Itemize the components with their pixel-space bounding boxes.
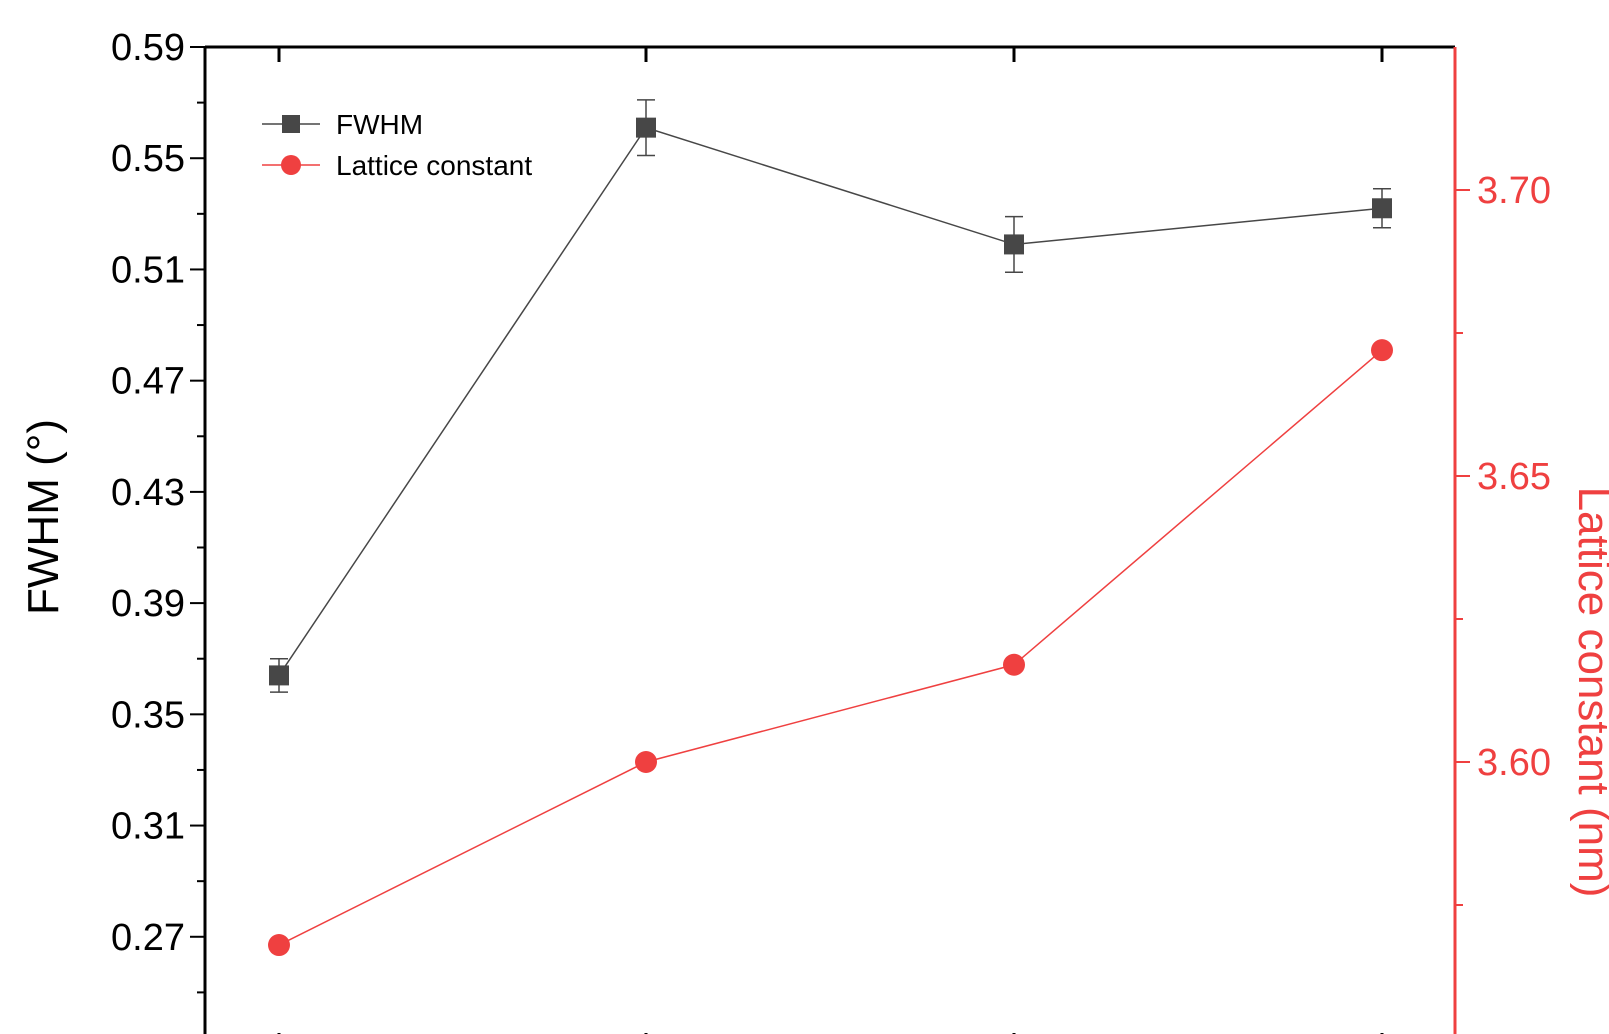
left-tick-label: 0.23	[111, 1028, 185, 1034]
right-tick-label: 3.65	[1477, 456, 1551, 498]
lattice-data-point	[268, 934, 290, 957]
left-tick-label: 0.31	[111, 806, 185, 848]
right-tick-label: 3.55	[1477, 1028, 1551, 1034]
legend: FWHM Lattice constant	[262, 109, 532, 181]
left-axis-title: FWHM (°)	[19, 419, 68, 615]
lattice-data-point	[1003, 653, 1025, 676]
left-tick-label: 0.35	[111, 694, 185, 736]
left-tick-label: 0.47	[111, 361, 185, 403]
series-layer	[268, 99, 1393, 957]
left-tick-label: 0.51	[111, 249, 185, 291]
right-tick-label: 3.70	[1477, 170, 1551, 212]
legend-lattice-marker	[281, 155, 301, 175]
series-line-lattice	[278, 349, 1383, 946]
fwhm-data-point	[1372, 198, 1392, 219]
fwhm-data-point	[269, 665, 289, 686]
plot-frame	[203, 45, 1457, 1034]
left-y-axis: 0.59 0.55 0.51 0.47 0.43 0.39 0.35 0.31 0.27 0.23	[111, 27, 205, 1034]
legend-fwhm-marker	[282, 115, 300, 133]
fwhm-data-point	[1004, 234, 1024, 255]
left-tick-label: 0.39	[111, 583, 185, 625]
left-tick-label: 0.55	[111, 138, 185, 180]
x-axis-ticks	[277, 47, 1384, 1034]
left-tick-label: 0.59	[111, 27, 185, 69]
legend-lattice-label: Lattice constant	[336, 150, 532, 181]
lattice-data-point	[1371, 339, 1393, 362]
series-line-fwhm	[278, 126, 1383, 676]
right-y-axis: 3.70 3.65 3.60 3.55	[1455, 170, 1551, 1034]
right-tick-label: 3.60	[1477, 742, 1551, 784]
left-tick-label: 0.43	[111, 472, 185, 514]
legend-fwhm-label: FWHM	[336, 109, 423, 140]
right-axis-title: Lattice constant (nm)	[1569, 487, 1609, 898]
left-tick-label: 0.27	[111, 917, 185, 959]
fwhm-data-point	[636, 117, 656, 138]
lattice-data-point	[635, 751, 657, 773]
